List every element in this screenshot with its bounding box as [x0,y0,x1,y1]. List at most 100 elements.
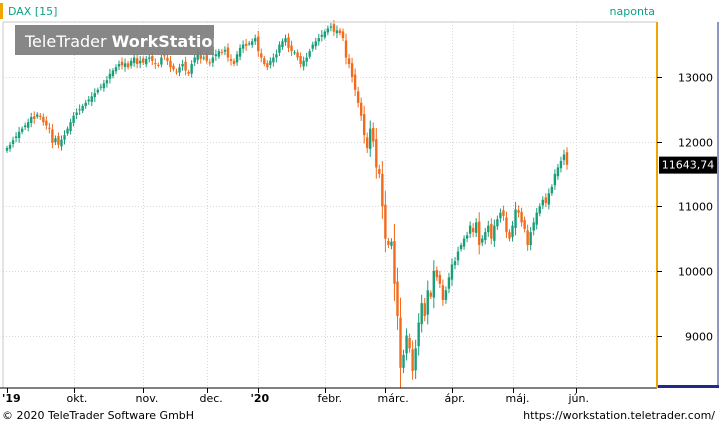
candle-body [305,57,308,62]
candle-body [484,232,487,241]
candle-body [175,71,178,73]
candle-body [148,57,151,59]
candle-body [565,152,569,165]
candle-body [353,74,357,90]
candle-body [235,54,239,63]
candle-body [178,67,181,73]
candle-body [190,64,193,74]
footer: © 2020 TeleTrader Software GmbH https://… [0,405,719,425]
last-price-tag: 11643,74 [659,156,717,174]
candle-body [356,91,360,103]
candle-body [160,57,163,65]
candle-body [75,112,78,115]
candle-body [17,131,21,138]
candle-body [505,217,508,233]
candle-body [66,128,69,134]
candle-body [550,186,554,194]
candle-body [45,120,48,126]
candle-body [187,72,190,74]
candle-body [114,67,118,72]
candle-body [63,135,66,140]
candle-body [250,41,254,45]
candle-body [317,38,320,42]
x-tick-label: '19 [2,392,21,405]
price-axis-bottom-bar [658,385,719,388]
candle-body [490,224,493,239]
x-tick-label: márc. [378,392,409,405]
candle-body [526,230,529,246]
candle-body [120,61,124,66]
candle-body [535,212,538,225]
candle-body [511,225,514,238]
candle-body [347,58,351,65]
y-tick-label: 9000 [685,331,713,344]
candle-body [57,136,60,145]
candle-body [453,261,457,266]
candle-body [23,125,27,128]
footer-url[interactable]: https://workstation.teletrader.com/ [523,409,715,422]
candle-body [5,148,9,151]
candle-body [532,222,535,231]
price-axis-ticks: 9000 10000 11000 12000 13000 [657,72,713,344]
x-tick-label: nov. [136,392,159,405]
instrument-label[interactable]: DAX [15] [8,5,57,18]
candle-body [308,51,311,57]
candle-body [87,99,90,102]
candle-body [366,137,369,149]
candle-body [296,52,299,58]
candle-body [42,117,45,123]
candle-body [359,102,363,116]
candle-body [196,54,199,60]
candle-body [281,41,284,47]
candle-body [459,245,463,250]
candle-body [93,93,96,98]
candle-body [33,116,36,119]
candle-body [90,96,93,102]
candle-body [441,285,445,300]
candle-body [399,317,402,368]
candle-body [562,154,566,161]
x-tick-label: '20 [251,392,270,405]
candle-body [341,31,345,39]
candle-body [151,56,154,61]
candle-body [166,57,169,61]
candle-body [438,275,442,284]
candle-body [266,63,269,68]
candle-body [269,60,272,65]
candle-body [14,136,18,138]
candle-body [199,55,202,59]
candle-body [184,61,187,71]
candle-body [211,57,215,63]
candle-body [523,220,526,229]
candle-body [508,232,511,239]
candle-body [559,160,563,169]
candle-body [181,64,184,67]
candle-body [311,44,314,49]
candle-body [541,199,544,206]
candle-body [538,206,541,214]
candle-body [54,138,57,143]
candle-body [465,235,469,239]
candle-body [378,168,381,174]
y-tick-label: 10000 [678,266,713,279]
candle-body [372,127,375,142]
candle-body [393,241,396,284]
candle-body [278,44,281,53]
candle-body [117,64,121,67]
candle-body [402,354,405,368]
candle-body [102,83,106,89]
interval-label[interactable]: naponta [610,5,655,18]
candle-body [26,122,30,128]
candle-body [456,251,460,261]
candle-body [129,60,133,66]
candle-body [229,59,233,61]
candle-body [369,128,372,149]
candle-body [138,60,142,64]
candle-body [344,40,348,58]
last-price-value: 11643,74 [662,159,715,172]
candle-body [502,210,505,216]
candle-body [514,209,517,228]
candle-body [238,47,242,57]
candle-body [447,277,451,289]
candle-body [51,129,54,143]
